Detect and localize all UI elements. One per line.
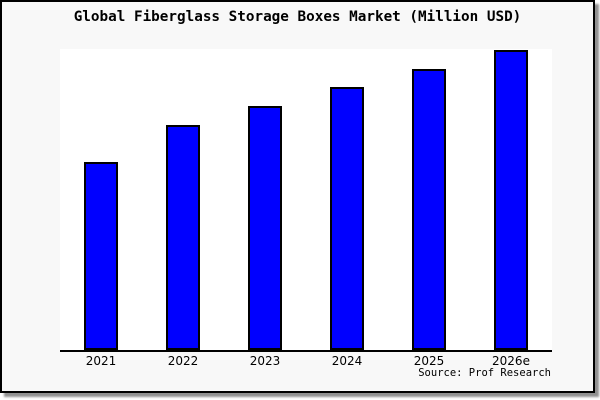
bar-2023 bbox=[248, 106, 282, 350]
x-tick-label-2025: 2025 bbox=[413, 354, 445, 368]
plot-area bbox=[60, 49, 552, 352]
bar-2024 bbox=[330, 87, 364, 350]
x-tick-label-2024: 2024 bbox=[331, 354, 363, 368]
bar-2022 bbox=[166, 125, 200, 350]
x-tick-label-2021: 2021 bbox=[85, 354, 117, 368]
x-tick-label-2022: 2022 bbox=[167, 354, 199, 368]
bar-2025 bbox=[412, 69, 446, 350]
bar-2026e bbox=[494, 50, 528, 350]
bar-2021 bbox=[84, 162, 118, 350]
x-tick-label-2023: 2023 bbox=[249, 354, 281, 368]
x-tick-label-2026e: 2026e bbox=[492, 354, 530, 368]
chart-title: Global Fiberglass Storage Boxes Market (… bbox=[73, 9, 522, 25]
chart-frame: Global Fiberglass Storage Boxes Market (… bbox=[0, 0, 595, 393]
source-text: Source: Prof Research bbox=[418, 367, 551, 379]
